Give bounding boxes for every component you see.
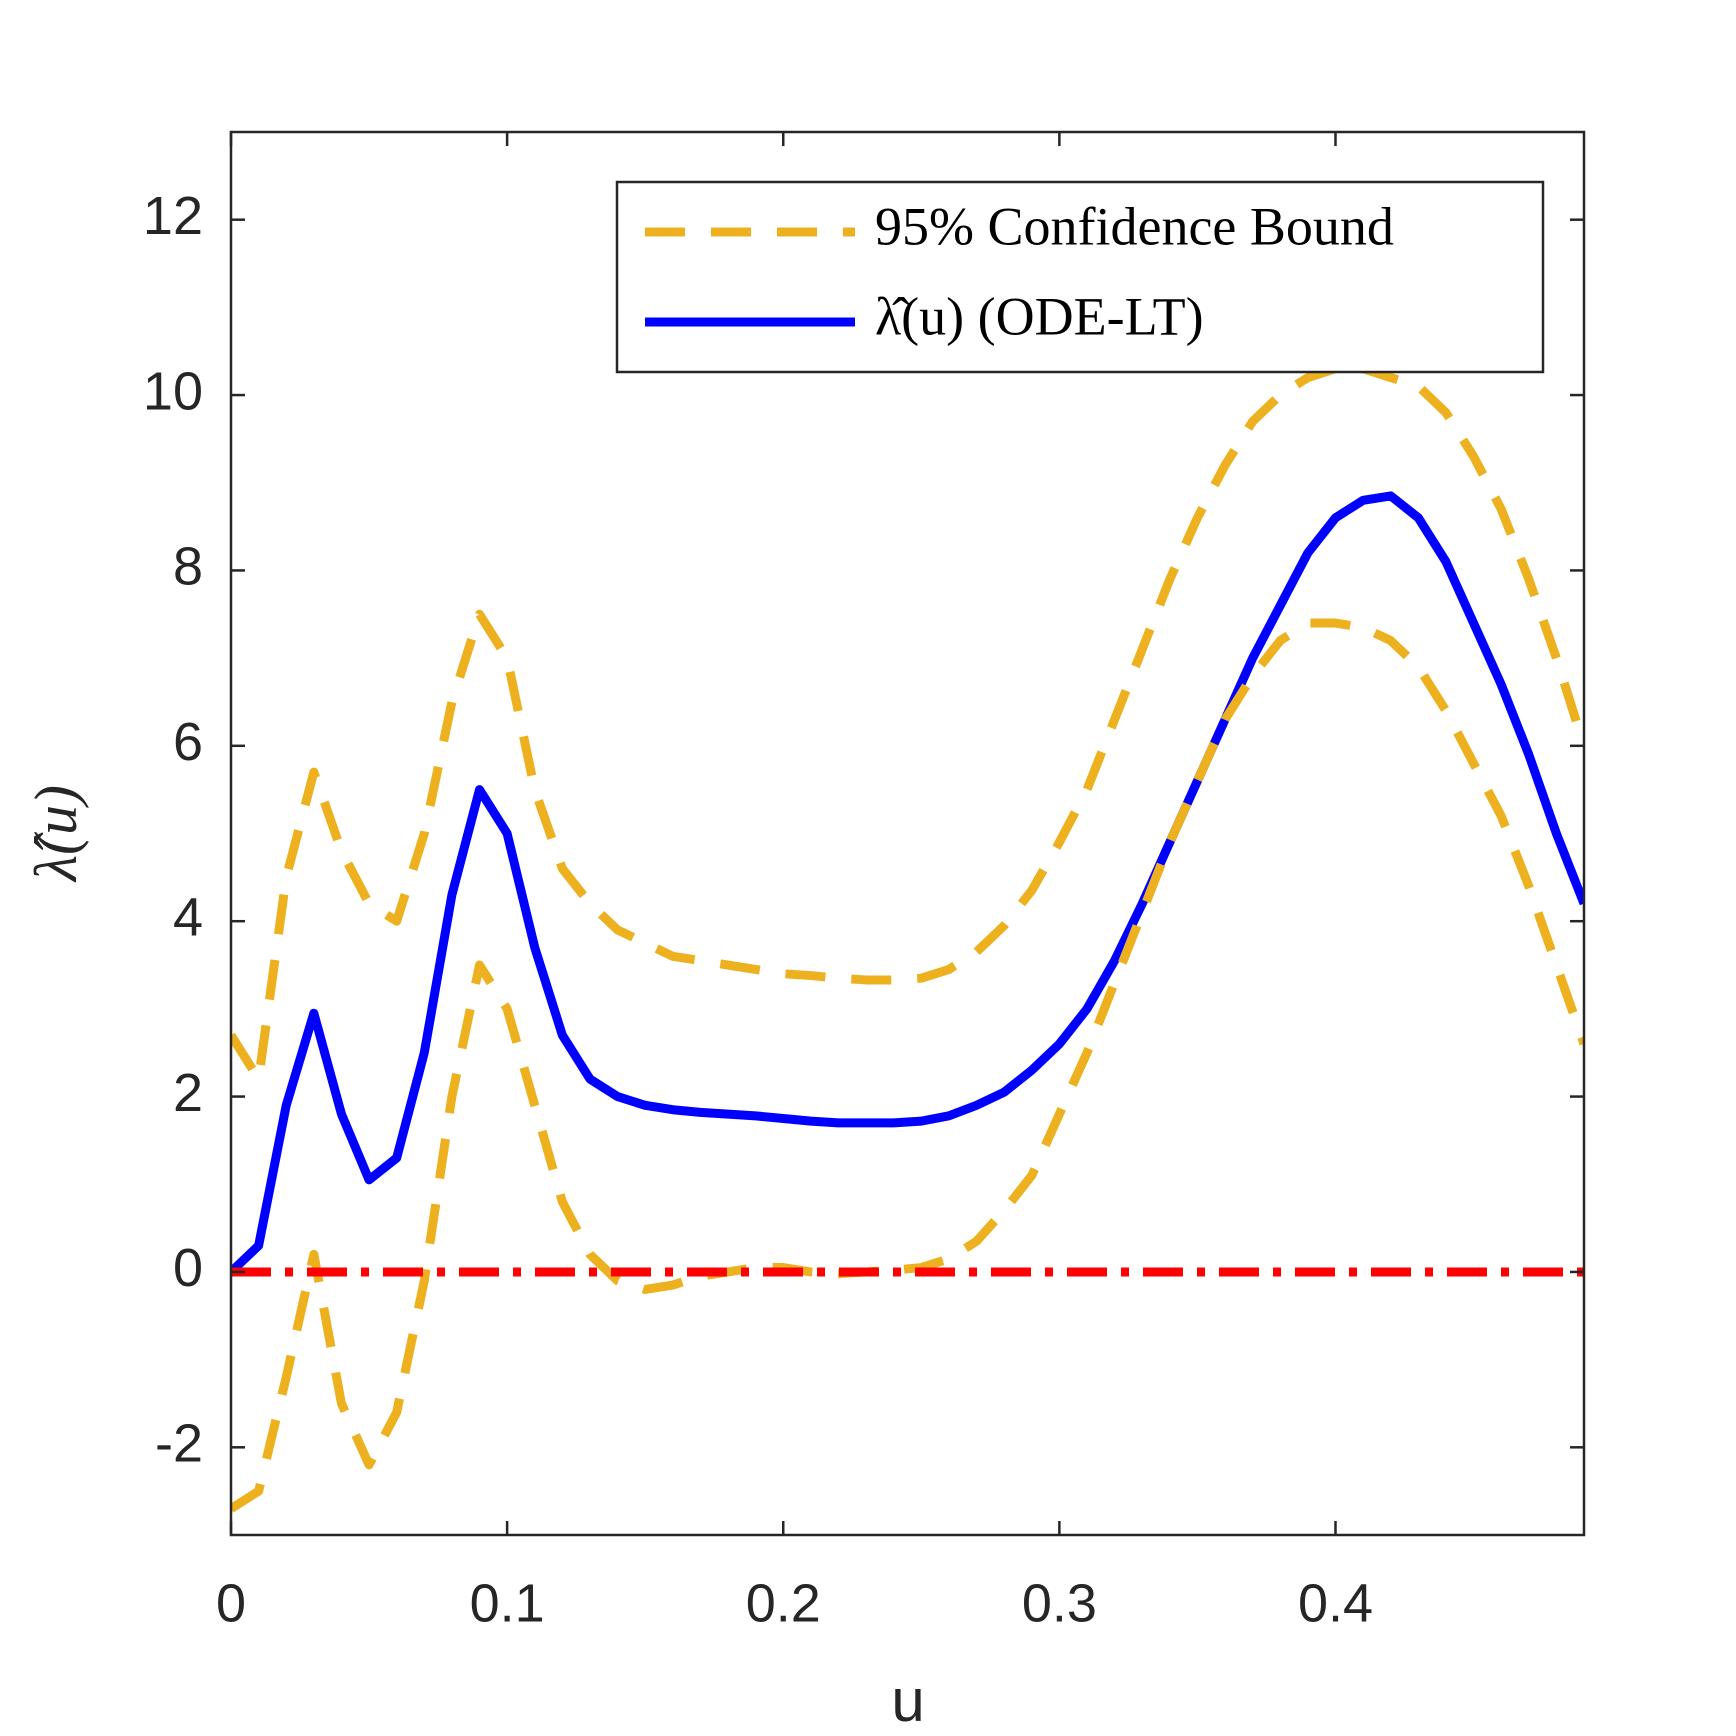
x-axis-label: u bbox=[891, 1667, 924, 1734]
y-tick-label: 8 bbox=[173, 537, 203, 597]
y-tick-label: 6 bbox=[173, 712, 203, 772]
plot-area bbox=[231, 364, 1584, 1513]
series-line bbox=[231, 618, 1584, 1513]
x-tick-label: 0.4 bbox=[1298, 1573, 1373, 1633]
legend-box bbox=[615, 180, 1545, 374]
y-tick-label: -2 bbox=[155, 1414, 203, 1474]
legend-label: λ̂(u) (ODE-LT) bbox=[875, 286, 1204, 346]
y-axis-label: λ̂(u) bbox=[23, 785, 89, 883]
x-tick-label: 0.3 bbox=[1022, 1573, 1097, 1633]
x-tick-label: 0.2 bbox=[746, 1573, 821, 1633]
y-tick-label: 0 bbox=[173, 1238, 203, 1298]
y-tick-label: 12 bbox=[143, 186, 203, 246]
x-tick-label: 0 bbox=[216, 1573, 246, 1633]
y-tick-label: 4 bbox=[173, 887, 203, 947]
x-tick-label: 0.1 bbox=[470, 1573, 545, 1633]
series-line bbox=[231, 491, 1584, 1276]
legend-label: 95% Confidence Bound bbox=[875, 196, 1394, 256]
y-tick-label: 2 bbox=[173, 1063, 203, 1123]
y-tick-label: 10 bbox=[143, 361, 203, 421]
axes-box bbox=[229, 130, 1586, 1537]
